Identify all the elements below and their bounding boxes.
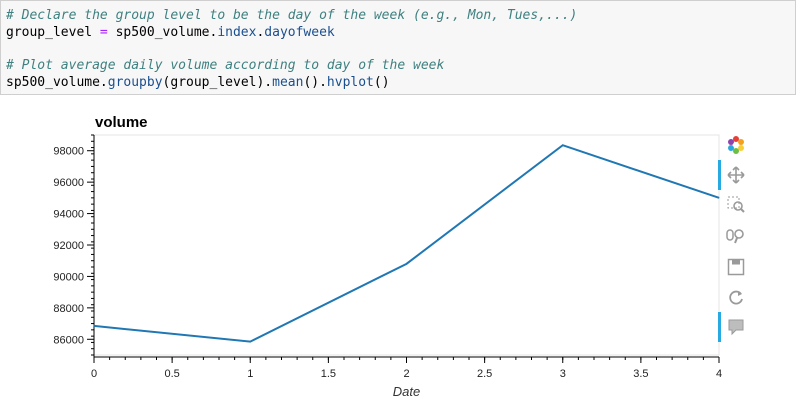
x-tick-label: 0 [91,368,97,380]
code-token: sp500_volume. [6,75,108,90]
data-point [406,263,407,265]
data-point [93,325,95,327]
code-token: () [373,75,390,90]
code-token: . [256,25,265,40]
y-tick-label: 86000 [53,334,84,346]
box-zoom-icon[interactable] [726,195,746,215]
code-attribute: groupby [107,75,163,90]
code-operator: = [99,25,108,40]
x-tick-label: 1 [247,368,253,380]
code-attribute: mean [272,75,304,90]
code-comment-line: # Plot average daily volume according to… [6,58,445,73]
plot-toolbar [718,130,750,345]
hover-active-indicator [718,312,721,342]
code-line-plot: sp500_volume.groupby(group_level).mean()… [6,75,390,91]
bokeh-logo-icon[interactable] [726,135,746,155]
series-line [93,144,720,343]
y-tick-label: 94000 [53,209,84,221]
x-tick-label: 4 [716,368,722,380]
code-comment-line: # Declare the group level to be the day … [6,8,578,23]
x-tick-label: 2 [403,368,409,380]
data-point [249,341,251,343]
pan-icon[interactable] [726,165,746,185]
code-attribute: dayofweek [264,25,335,40]
y-tick-label: 92000 [53,240,84,252]
chart-title: volume [95,114,148,131]
reset-icon[interactable] [726,288,746,308]
code-cell[interactable]: # Declare the group level to be the day … [0,0,796,95]
y-tick-label: 96000 [53,177,84,189]
code-token: sp500_volume. [107,25,218,40]
x-tick-label: 3.5 [633,368,648,380]
data-point [718,197,720,199]
x-axis-label: Date [393,384,420,399]
code-token: group_level [6,25,100,40]
save-icon[interactable] [726,257,746,277]
code-line-group-level: group_level = sp500_volume.index.dayofwe… [6,25,335,41]
code-token: (group_level). [162,75,273,90]
x-tick-label: 3 [560,368,566,380]
data-point [562,144,564,146]
x-tick-label: 2.5 [477,368,492,380]
code-attribute: hvplot [326,75,374,90]
x-tick-label: 1.5 [321,368,336,380]
y-tick-label: 88000 [53,303,84,315]
x-tick-label: 0.5 [164,368,179,380]
hover-icon[interactable] [726,317,746,337]
code-attribute: index [217,25,257,40]
wheel-zoom-icon[interactable] [726,226,746,246]
plot-frame [93,134,720,356]
pan-active-indicator [718,160,721,190]
y-tick-label: 90000 [53,271,84,283]
y-tick-label: 98000 [53,146,84,158]
code-token: (). [303,75,327,90]
